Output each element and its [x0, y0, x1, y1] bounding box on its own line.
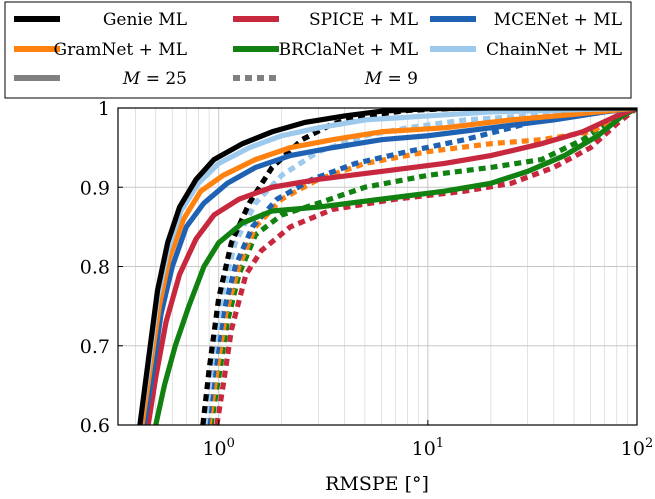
series-line: [208, 108, 637, 425]
legend-label: Genie ML: [103, 10, 187, 30]
legend-box: [4, 1, 632, 99]
y-tick-label: 0.7: [80, 336, 110, 358]
legend-label: MCENet + ML: [494, 10, 622, 30]
series-line: [153, 108, 637, 425]
legend-label: M = 9: [364, 69, 418, 89]
y-tick-label: 0.9: [80, 177, 110, 199]
legend: Genie ML SPICE + ML MCENet + ML GramNet + M…: [4, 1, 632, 99]
y-tick-label: 0.8: [80, 257, 110, 279]
series-line: [200, 108, 637, 425]
plot-area: [137, 108, 637, 425]
x-tick-label: 100: [202, 436, 234, 460]
x-tick-label: 101: [412, 436, 444, 460]
series-line: [145, 108, 637, 425]
y-tick-label: 0.6: [80, 415, 110, 437]
x-axis-title: RMSPE [°]: [325, 473, 429, 495]
legend-label: SPICE + ML: [309, 10, 418, 30]
x-tick-label: 102: [621, 436, 653, 460]
legend-label: BRClaNet + ML: [279, 40, 418, 60]
y-tick-label: 1: [98, 98, 110, 120]
legend-label: ChainNet + ML: [486, 40, 622, 60]
legend-label: M = 25: [122, 69, 187, 89]
series-line: [139, 108, 637, 425]
legend-label: GramNet + ML: [54, 40, 187, 60]
series-line: [137, 108, 637, 425]
series-line: [204, 108, 637, 425]
series-line: [141, 108, 637, 425]
ticks: 0.6 0.7 0.8 0.9 1 100 101 102: [80, 98, 653, 460]
